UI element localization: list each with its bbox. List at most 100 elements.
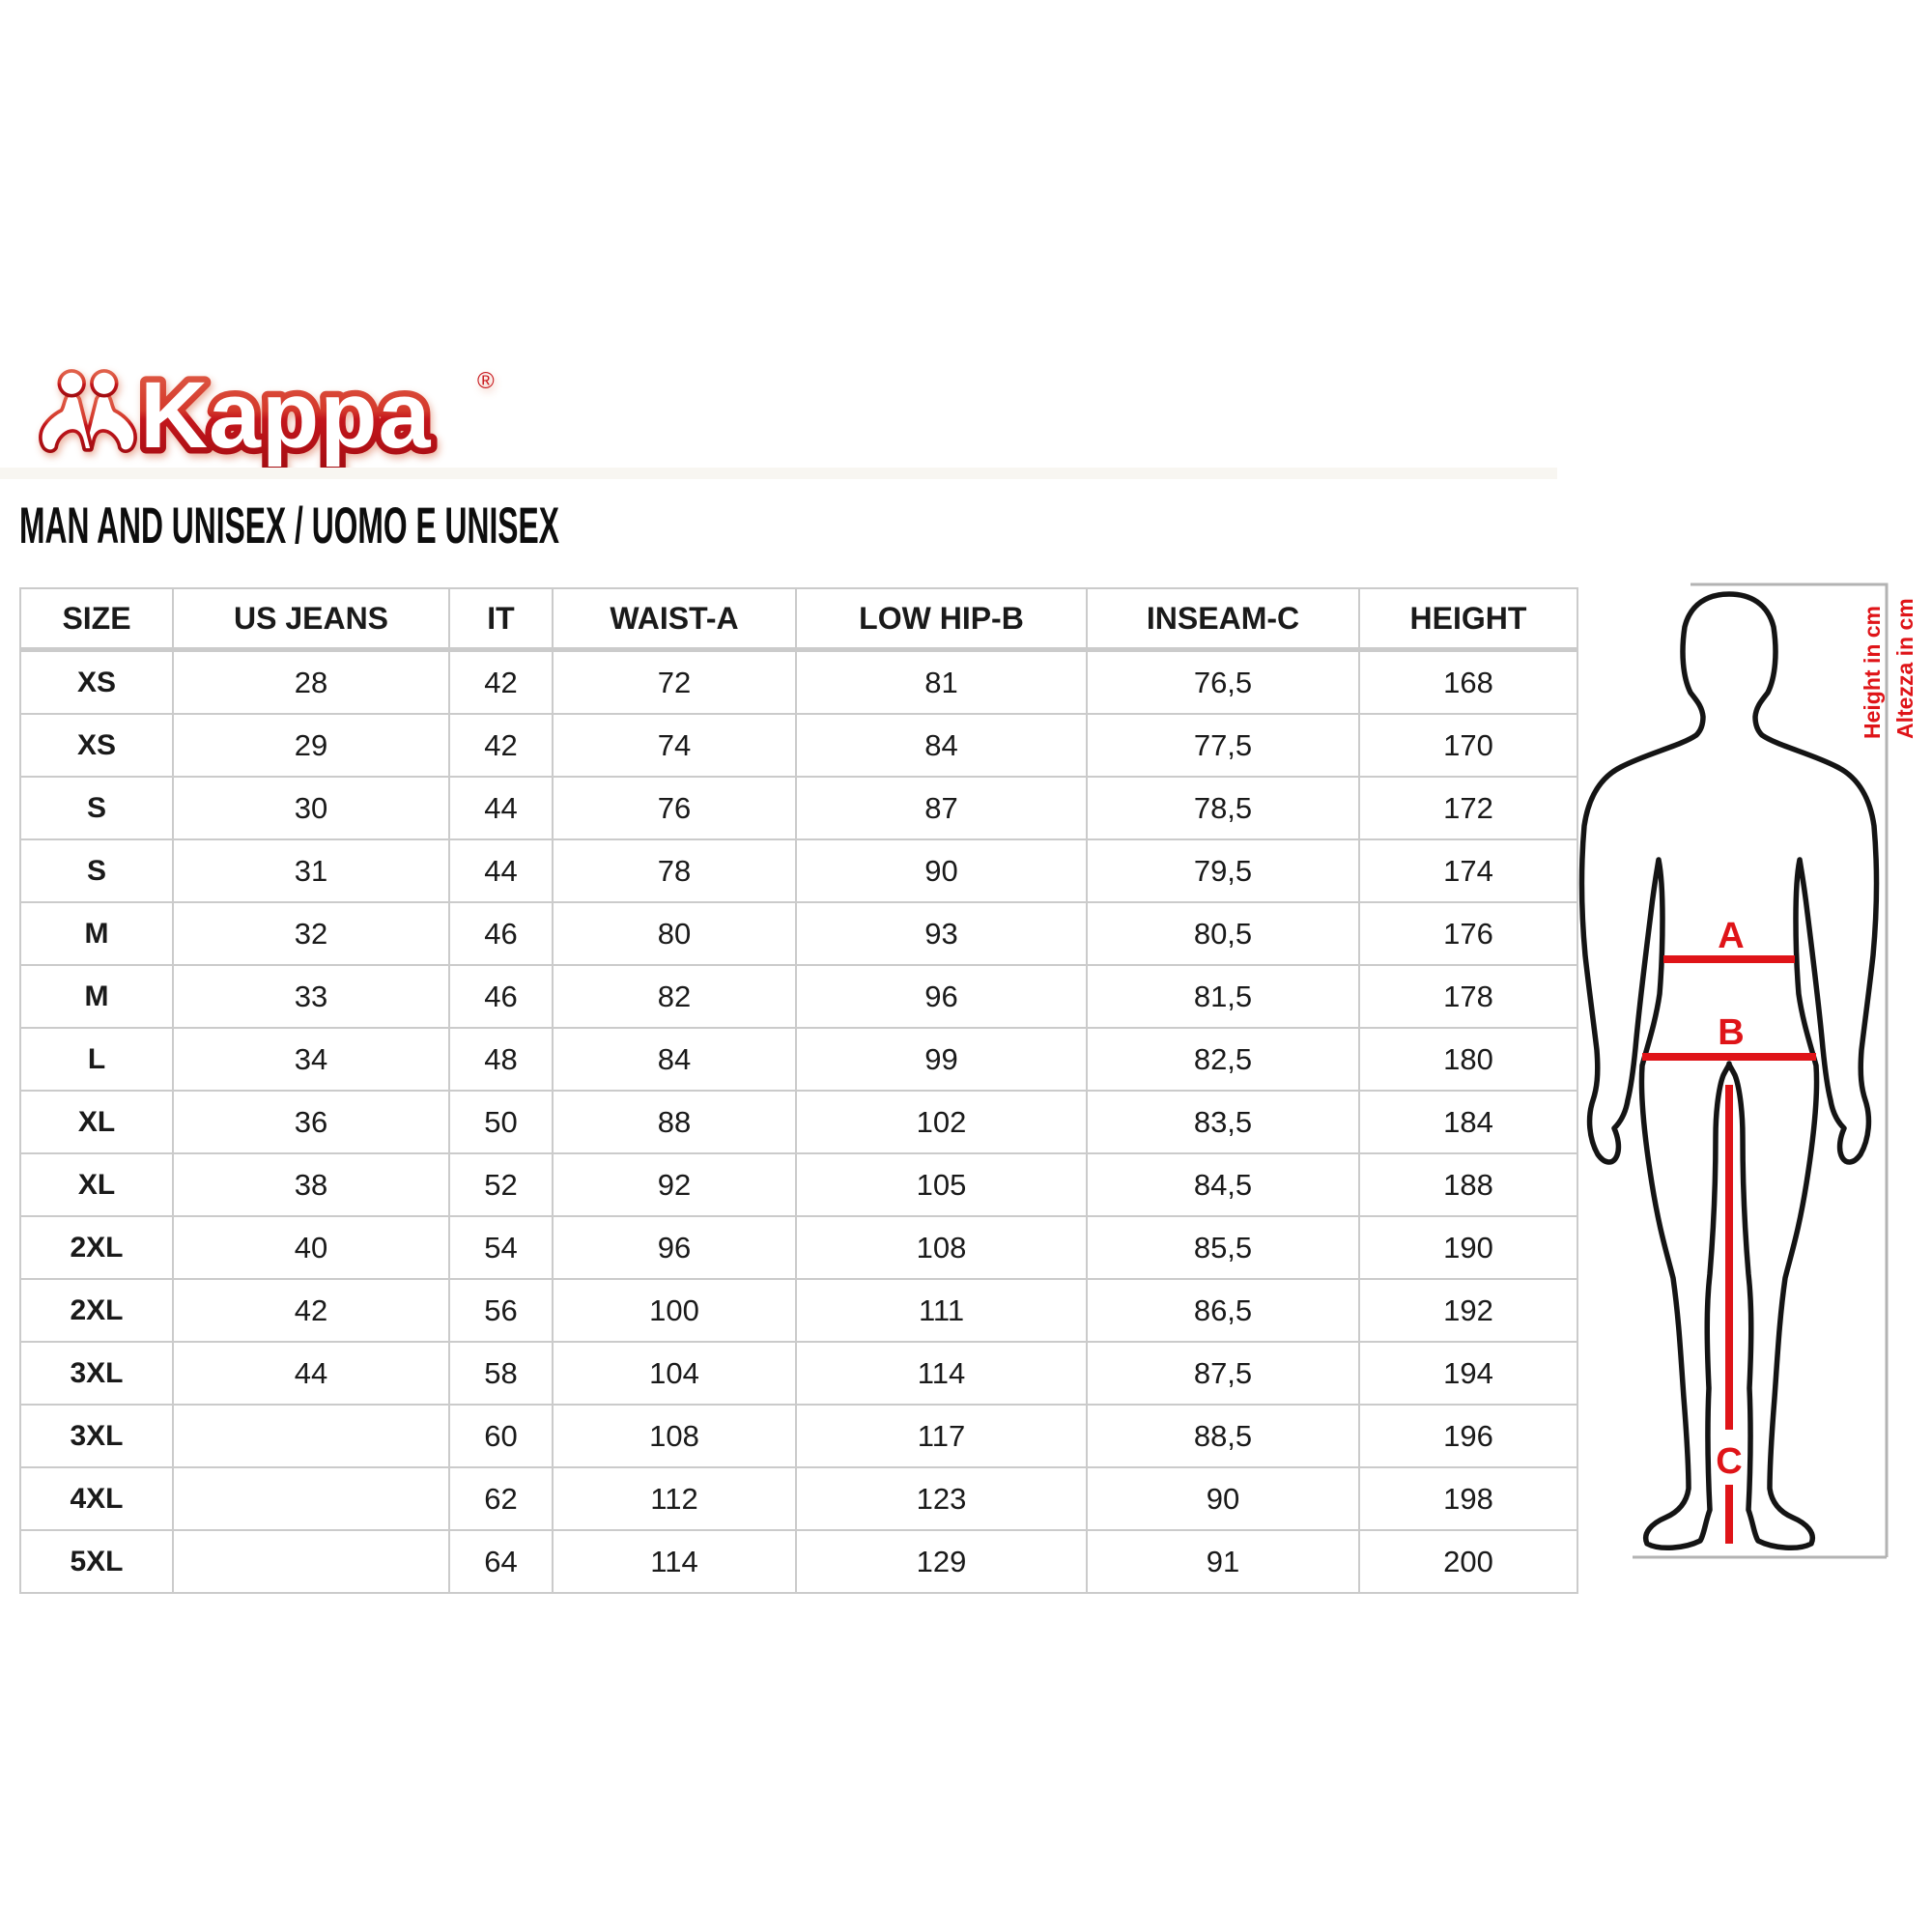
table-cell: 34 <box>174 1029 448 1090</box>
size-cell: XS <box>21 715 172 776</box>
table-cell: 78,5 <box>1088 778 1358 838</box>
table-cell: 87 <box>797 778 1086 838</box>
table-cell: 102 <box>797 1092 1086 1152</box>
table-cell: 84 <box>797 715 1086 776</box>
table-cell: 33 <box>174 966 448 1027</box>
table-cell: 172 <box>1360 778 1577 838</box>
table-cell: 32 <box>174 903 448 964</box>
table-cell: 78 <box>554 840 795 901</box>
size-cell: 2XL <box>21 1280 172 1341</box>
table-cell: 168 <box>1360 652 1577 713</box>
column-header: SIZE <box>21 589 172 647</box>
table-cell: 30 <box>174 778 448 838</box>
table-cell: 42 <box>450 715 552 776</box>
table-cell: 62 <box>450 1468 552 1529</box>
table-cell: 108 <box>797 1217 1086 1278</box>
table-cell: 44 <box>450 840 552 901</box>
table-cell: 88 <box>554 1092 795 1152</box>
table-cell: 190 <box>1360 1217 1577 1278</box>
size-cell: 3XL <box>21 1406 172 1466</box>
inseam-label-c: C <box>1716 1441 1742 1482</box>
table-cell: 96 <box>797 966 1086 1027</box>
table-cell: 60 <box>450 1406 552 1466</box>
table-cell: 46 <box>450 966 552 1027</box>
table-cell: 74 <box>554 715 795 776</box>
table-cell: 84,5 <box>1088 1154 1358 1215</box>
table-cell <box>174 1468 448 1529</box>
table-cell: 91 <box>1088 1531 1358 1592</box>
height-bracket <box>1633 582 1889 1559</box>
column-header: HEIGHT <box>1360 589 1577 647</box>
table-cell: 80 <box>554 903 795 964</box>
table-cell: 29 <box>174 715 448 776</box>
table-cell: 48 <box>450 1029 552 1090</box>
column-header: IT <box>450 589 552 647</box>
table-cell: 38 <box>174 1154 448 1215</box>
table-cell: 111 <box>797 1280 1086 1341</box>
table-cell: 58 <box>450 1343 552 1404</box>
size-cell: M <box>21 903 172 964</box>
table-cell: 93 <box>797 903 1086 964</box>
registered-trademark: ® <box>477 368 495 394</box>
section-divider <box>0 468 1557 479</box>
table-cell: 114 <box>797 1343 1086 1404</box>
table-cell: 196 <box>1360 1406 1577 1466</box>
table-cell: 178 <box>1360 966 1577 1027</box>
size-cell: M <box>21 966 172 1027</box>
size-cell: S <box>21 778 172 838</box>
table-cell: 46 <box>450 903 552 964</box>
table-cell: 104 <box>554 1343 795 1404</box>
table-cell: 176 <box>1360 903 1577 964</box>
table-cell: 76,5 <box>1088 652 1358 713</box>
table-cell: 81,5 <box>1088 966 1358 1027</box>
table-cell: 180 <box>1360 1029 1577 1090</box>
table-cell: 200 <box>1360 1531 1577 1592</box>
size-table: SIZE US JEANS IT WAIST-A LOW HIP-B INSEAM-C HE… <box>19 587 1578 1594</box>
table-cell: 87,5 <box>1088 1343 1358 1404</box>
kappa-omini-icon <box>39 369 137 453</box>
body-measurement-diagram: A B C Height in cm Altezza in cm <box>1578 582 1918 1559</box>
table-cell: 105 <box>797 1154 1086 1215</box>
table-cell: 81 <box>797 652 1086 713</box>
table-cell: 80,5 <box>1088 903 1358 964</box>
table-cell: 129 <box>797 1531 1086 1592</box>
table-cell: 64 <box>450 1531 552 1592</box>
table-cell <box>174 1531 448 1592</box>
table-cell: 31 <box>174 840 448 901</box>
table-cell: 88,5 <box>1088 1406 1358 1466</box>
table-cell: 83,5 <box>1088 1092 1358 1152</box>
column-header: WAIST-A <box>554 589 795 647</box>
table-cell: 170 <box>1360 715 1577 776</box>
size-cell: XL <box>21 1154 172 1215</box>
height-note-en: Height in cm <box>1860 606 1885 739</box>
table-cell: 42 <box>174 1280 448 1341</box>
table-cell: 82 <box>554 966 795 1027</box>
size-cell: 4XL <box>21 1468 172 1529</box>
table-cell: 192 <box>1360 1280 1577 1341</box>
table-cell: 96 <box>554 1217 795 1278</box>
size-cell: 3XL <box>21 1343 172 1404</box>
table-cell: 112 <box>554 1468 795 1529</box>
table-cell: 56 <box>450 1280 552 1341</box>
table-cell: 72 <box>554 652 795 713</box>
table-cell: 44 <box>450 778 552 838</box>
table-cell: 194 <box>1360 1343 1577 1404</box>
table-cell: 77,5 <box>1088 715 1358 776</box>
table-cell: 36 <box>174 1092 448 1152</box>
table-cell <box>174 1406 448 1466</box>
size-cell: L <box>21 1029 172 1090</box>
table-cell: 82,5 <box>1088 1029 1358 1090</box>
table-cell: 174 <box>1360 840 1577 901</box>
table-cell: 44 <box>174 1343 448 1404</box>
table-cell: 184 <box>1360 1092 1577 1152</box>
column-header: LOW HIP-B <box>797 589 1086 647</box>
table-cell: 28 <box>174 652 448 713</box>
table-cell: 85,5 <box>1088 1217 1358 1278</box>
table-cell: 108 <box>554 1406 795 1466</box>
body-outline <box>1578 591 1880 1550</box>
table-cell: 90 <box>1088 1468 1358 1529</box>
table-cell: 40 <box>174 1217 448 1278</box>
height-note-it: Altezza in cm <box>1892 598 1918 739</box>
table-cell: 84 <box>554 1029 795 1090</box>
table-cell: 198 <box>1360 1468 1577 1529</box>
